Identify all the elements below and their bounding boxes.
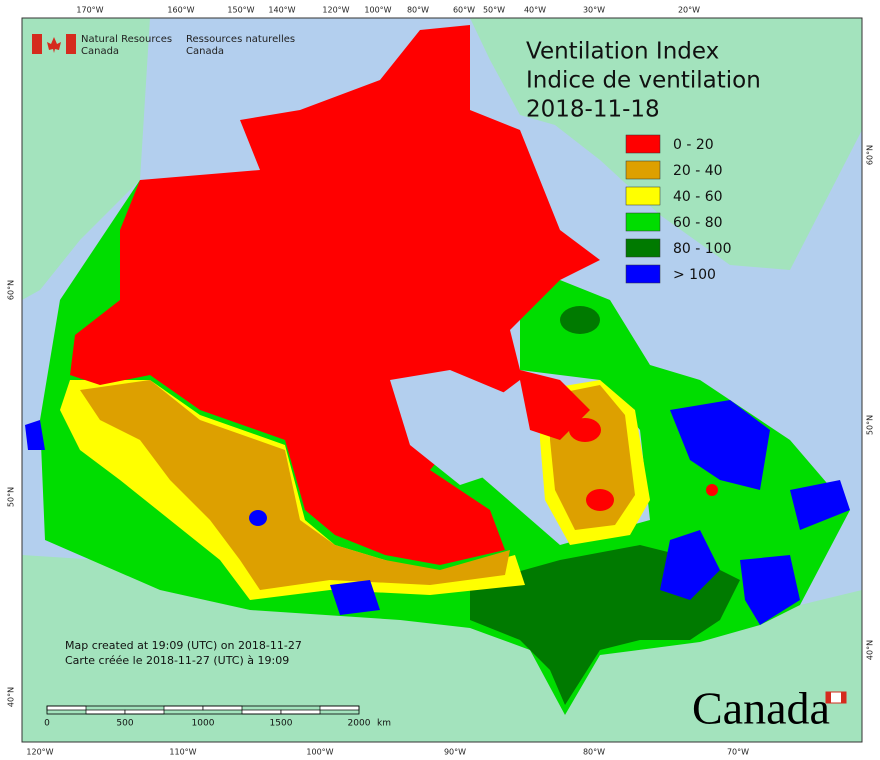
legend-label: 80 - 100 <box>673 241 732 257</box>
hudson-bay <box>390 370 510 485</box>
lon-label: 170°W <box>76 6 103 15</box>
scale-unit: km <box>377 719 391 729</box>
legend-swatch <box>625 264 661 284</box>
lat-label: 60°N <box>866 145 875 165</box>
lat-label: 50°N <box>866 415 875 435</box>
scale-label: 500 <box>116 719 133 729</box>
agency-en: Natural Resources <box>81 34 172 45</box>
zone-0-20-spot <box>569 418 601 442</box>
alaska <box>22 18 150 300</box>
wordmark: Canada <box>692 683 847 734</box>
wordmark-flag <box>826 692 831 703</box>
flag-right <box>66 34 76 54</box>
scale-segment <box>280 709 321 715</box>
scale-segment <box>202 705 243 711</box>
lon-label: 160°W <box>167 6 194 15</box>
scale-bar: 0 500 1000 1500 2000 km <box>44 705 391 729</box>
agency-en: Canada <box>81 46 119 57</box>
scale-label: 1500 <box>270 719 293 729</box>
zone-0-20-spot <box>586 489 614 511</box>
wordmark-flag <box>841 692 846 703</box>
zone-100 <box>249 510 267 526</box>
scale-segment <box>163 705 204 711</box>
flag-left <box>32 34 42 54</box>
lon-label: 120°W <box>322 6 349 15</box>
lon-label: 90°W <box>444 748 466 757</box>
lon-label: 70°W <box>727 748 749 757</box>
legend-label: 0 - 20 <box>673 137 714 153</box>
scale-label: 2000 <box>348 719 371 729</box>
lon-label: 40°W <box>524 6 546 15</box>
scale-label: 0 <box>44 719 50 729</box>
legend-swatch <box>625 134 661 154</box>
zone-100 <box>670 400 770 490</box>
lon-label: 100°W <box>364 6 391 15</box>
title: Ventilation Index Indice de ventilation … <box>526 39 761 123</box>
title-line: Ventilation Index <box>526 39 719 65</box>
scale-segment <box>319 705 360 711</box>
legend-label: 40 - 60 <box>673 189 723 205</box>
agency-fr: Ressources naturelles <box>186 34 295 45</box>
lon-label: 110°W <box>169 748 196 757</box>
lon-label: 100°W <box>306 748 333 757</box>
scale-segment <box>85 709 126 715</box>
zone-100 <box>790 480 850 530</box>
legend: 0 - 20 20 - 40 40 - 60 60 - 80 80 - 100 > 100 <box>625 134 732 284</box>
zone-100 <box>660 530 720 600</box>
scale-segment <box>241 709 282 715</box>
zone-100 <box>330 580 380 615</box>
created-en: Map created at 19:09 (UTC) on 2018-11-27 <box>65 639 302 652</box>
agency-fr: Canada <box>186 46 224 57</box>
lat-label: 60°N <box>7 280 16 300</box>
legend-swatch <box>625 212 661 232</box>
scale-segment <box>124 709 165 715</box>
zone-100 <box>25 420 45 450</box>
footer: Map created at 19:09 (UTC) on 2018-11-27… <box>65 639 302 667</box>
title-line: Indice de ventilation <box>526 68 761 94</box>
agency-header: Natural Resources Canada Ressources natu… <box>32 34 295 57</box>
created-fr: Carte créée le 2018-11-27 (UTC) à 19:09 <box>65 654 289 667</box>
zone-80-100 <box>560 306 600 334</box>
usa <box>22 555 862 742</box>
greenland <box>470 18 862 270</box>
zone-100 <box>740 555 800 625</box>
lon-label: 80°W <box>583 748 605 757</box>
legend-swatch <box>625 186 661 206</box>
legend-swatch <box>625 238 661 258</box>
title-date: 2018-11-18 <box>526 97 660 123</box>
lon-label: 140°W <box>268 6 295 15</box>
map-frame <box>21 17 863 743</box>
lon-label: 150°W <box>227 6 254 15</box>
legend-swatch <box>625 160 661 180</box>
legend-label: 20 - 40 <box>673 163 723 179</box>
graticule-labels: 170°W 160°W 150°W 140°W 120°W 100°W 80°W 60°W 50… <box>7 6 875 757</box>
lon-label: 120°W <box>26 748 53 757</box>
lat-label: 50°N <box>7 487 16 507</box>
lon-label: 50°W <box>483 6 505 15</box>
zone-0-20 <box>70 25 600 565</box>
lat-label: 40°N <box>7 687 16 707</box>
frame-border <box>21 17 863 743</box>
legend-label: 60 - 80 <box>673 215 723 231</box>
lat-label: 40°N <box>866 640 875 660</box>
zone-0-20-spot <box>706 484 718 496</box>
canada-wordmark: Canada <box>692 683 830 734</box>
zone-20-40 <box>80 380 510 590</box>
scale-label: 1000 <box>192 719 215 729</box>
legend-label: > 100 <box>673 267 716 283</box>
scale-segment <box>46 705 87 711</box>
lon-label: 80°W <box>407 6 429 15</box>
maple-leaf <box>47 37 61 53</box>
lon-label: 60°W <box>453 6 475 15</box>
lon-label: 20°W <box>678 6 700 15</box>
scale-outline <box>46 705 360 715</box>
lon-label: 30°W <box>583 6 605 15</box>
